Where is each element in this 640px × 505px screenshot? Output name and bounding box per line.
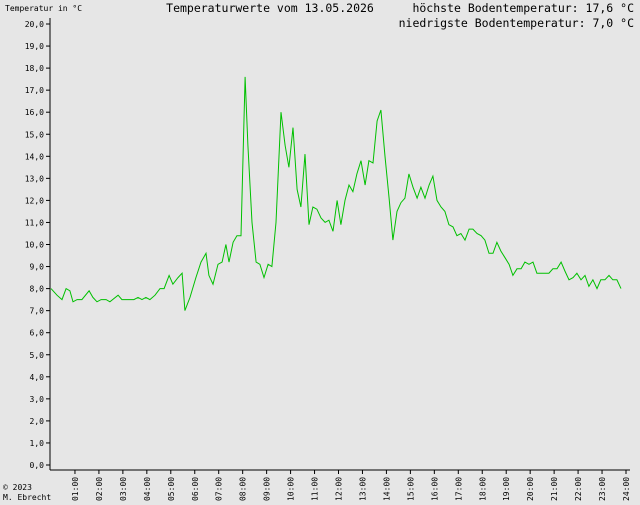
x-tick-label: 01:00 (71, 477, 80, 501)
y-tick-label: 14,0 (25, 152, 44, 161)
y-tick-label: 16,0 (25, 108, 44, 117)
y-tick-label: 9,0 (30, 263, 45, 272)
x-tick-label: 24:00 (622, 477, 631, 501)
y-tick-label: 6,0 (30, 329, 45, 338)
x-tick-label: 14:00 (382, 477, 391, 501)
y-tick-label: 7,0 (30, 307, 45, 316)
x-tick-label: 06:00 (191, 477, 200, 501)
y-axis-label: Temperatur in °C (5, 4, 82, 13)
y-tick-label: 0,0 (30, 461, 45, 470)
y-tick-label: 19,0 (25, 42, 44, 51)
x-tick-label: 02:00 (95, 477, 104, 501)
max-annotation: höchste Bodentemperatur: 17,6 °C (412, 1, 634, 15)
x-tick-label: 19:00 (502, 477, 511, 501)
x-tick-label: 17:00 (454, 477, 463, 501)
y-tick-label: 5,0 (30, 351, 45, 360)
y-tick-label: 20,0 (25, 20, 44, 29)
y-tick-label: 8,0 (30, 285, 45, 294)
x-tick-label: 07:00 (215, 477, 224, 501)
x-tick-label: 04:00 (143, 477, 152, 501)
x-tick-label: 18:00 (478, 477, 487, 501)
y-tick-label: 17,0 (25, 86, 44, 95)
temperature-line (50, 76, 622, 311)
x-tick-label: 22:00 (574, 477, 583, 501)
y-tick-label: 2,0 (30, 417, 45, 426)
x-tick-label: 05:00 (167, 477, 176, 501)
x-tick-label: 08:00 (239, 477, 248, 501)
y-tick-label: 3,0 (30, 395, 45, 404)
x-tick-label: 12:00 (335, 477, 344, 501)
y-tick-label: 13,0 (25, 174, 44, 183)
x-tick-label: 16:00 (430, 477, 439, 501)
x-tick-label: 20:00 (526, 477, 535, 501)
y-tick-label: 1,0 (30, 439, 45, 448)
x-tick-label: 09:00 (263, 477, 272, 501)
x-tick-label: 11:00 (311, 477, 320, 501)
x-tick-label: 21:00 (550, 477, 559, 501)
copyright: © 2023 (3, 483, 32, 492)
x-tick-label: 10:00 (287, 477, 296, 501)
y-tick-label: 18,0 (25, 64, 44, 73)
min-annotation: niedrigste Bodentemperatur: 7,0 °C (399, 16, 634, 30)
y-tick-label: 12,0 (25, 196, 44, 205)
x-tick-label: 13:00 (358, 477, 367, 501)
author: M. Ebrecht (3, 493, 51, 502)
y-tick-label: 15,0 (25, 130, 44, 139)
chart-title: Temperaturwerte vom 13.05.2026 (166, 1, 374, 15)
x-tick-label: 03:00 (119, 477, 128, 501)
x-tick-label: 15:00 (406, 477, 415, 501)
y-tick-label: 11,0 (25, 218, 44, 227)
y-tick-label: 4,0 (30, 373, 45, 382)
y-tick-label: 10,0 (25, 241, 44, 250)
x-tick-label: 23:00 (598, 477, 607, 501)
